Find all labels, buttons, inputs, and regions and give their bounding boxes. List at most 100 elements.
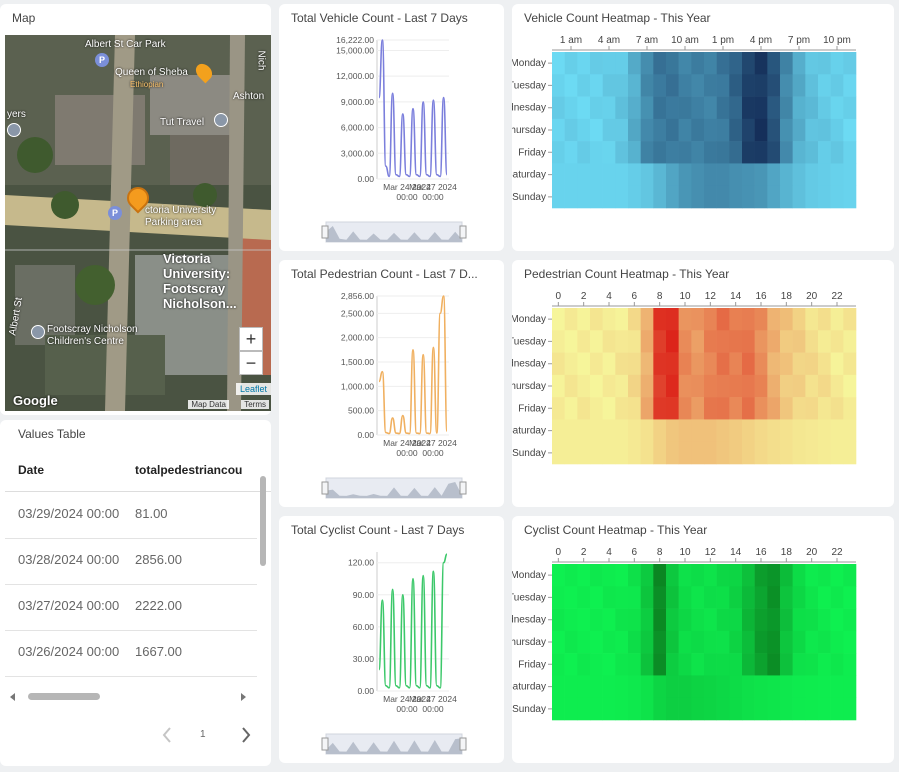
cyclist-heatmap-x-tick-label: 4: [606, 547, 612, 558]
vehicle-heatmap-cell: [818, 52, 831, 75]
vehicle-heatmap-cell: [780, 163, 793, 187]
table-row[interactable]: 03/26/2024 00:00 1667.00: [5, 630, 257, 677]
table-row[interactable]: 03/28/2024 00:00 2856.00: [5, 538, 257, 585]
cyclist-heatmap-cell: [716, 697, 730, 721]
vehicle-heatmap-cell: [577, 163, 591, 187]
pedestrian-heatmap-cell: [628, 330, 641, 353]
vehicle-heatmap-cell: [691, 141, 705, 164]
pedestrian-heatmap-cell: [577, 441, 591, 465]
pedestrian-heatmap-cell: [653, 374, 667, 398]
column-header-pedestrian[interactable]: totalpedestriancou: [135, 463, 243, 477]
map-label-university-2: University:: [163, 266, 231, 281]
vehicle-heatmap-cell: [615, 185, 629, 209]
vehicle-y-tick-label: 12,000.00: [336, 71, 374, 81]
vertical-scrollbar[interactable]: [258, 470, 268, 680]
map-data-attribution[interactable]: Map Data: [188, 400, 229, 409]
zoom-in-button[interactable]: +: [239, 327, 263, 351]
cyclist-line-chart[interactable]: 0.00 30.00 60.00 90.00 120.00 Mar 24 202400:0…: [279, 516, 504, 763]
cyclist-series-line: [378, 553, 448, 689]
cyclist-heatmap-x-tick-label: 2: [581, 547, 587, 558]
pedestrian-line-chart[interactable]: 0.00 500.00 1,000.00 1,500.00 2,000.00 2,500.…: [279, 260, 504, 507]
horizontal-scrollbar[interactable]: [10, 692, 246, 702]
vehicle-heatmap-title: Vehicle Count Heatmap - This Year: [524, 11, 711, 25]
vehicle-heatmap-cell: [818, 185, 831, 209]
cyclist-heatmap-cell: [805, 653, 819, 676]
cyclist-count-title: Total Cyclist Count - Last 7 Days: [291, 523, 465, 537]
pedestrian-heatmap-cell: [729, 397, 743, 420]
vehicle-x-tick-label: Mar 27 2024: [409, 182, 457, 192]
map-imagery[interactable]: [5, 35, 271, 411]
map-view[interactable]: Albert St Car Park P Queen of Sheba Ethi…: [5, 35, 271, 411]
vehicle-heatmap-cell: [666, 141, 679, 164]
cell-pedestrian-count: 81.00: [135, 506, 168, 521]
cyclist-heatmap-cell: [780, 675, 793, 699]
map-label-ashton: Ashton: [233, 91, 265, 102]
cyclist-heatmap-cell: [716, 653, 730, 676]
vehicle-heatmap[interactable]: Monday Tuesday Wednesday Thursday Friday Satu…: [512, 4, 894, 251]
pagination-next-button[interactable]: [238, 725, 254, 745]
pedestrian-navigator-handle-left[interactable]: [321, 481, 329, 495]
pagination-prev-button[interactable]: [159, 725, 175, 745]
vehicle-heatmap-cell: [729, 118, 743, 142]
vehicle-heatmap-cell: [653, 52, 667, 75]
cyclist-heatmap-cell: [780, 653, 793, 676]
vehicle-heatmap-cell: [640, 185, 654, 209]
pedestrian-heatmap-cell: [805, 330, 819, 353]
cyclist-y-tick-label: 120.00: [348, 558, 374, 568]
cyclist-navigator-handle-right[interactable]: [459, 737, 467, 751]
vehicle-navigator-handle-right[interactable]: [459, 225, 467, 239]
zoom-out-button[interactable]: −: [239, 351, 263, 375]
vehicle-heatmap-row-label: Sunday: [512, 192, 546, 203]
cyclist-heatmap-cell: [792, 653, 806, 676]
pedestrian-navigator-handle-right[interactable]: [459, 481, 467, 495]
vehicle-y-tick-label: 0.00: [357, 174, 374, 184]
scroll-left-icon[interactable]: [10, 693, 15, 701]
vehicle-heatmap-cell: [780, 185, 793, 209]
vehicle-heatmap-cell: [716, 141, 730, 164]
map-label-queen-of-sheba: Queen of Sheba: [115, 67, 188, 78]
vehicle-heatmap-cell: [830, 96, 844, 120]
table-row[interactable]: 03/29/2024 00:00 81.00: [5, 492, 257, 539]
scrollbar-thumb-horizontal[interactable]: [28, 693, 100, 700]
cyclist-heatmap-cell: [805, 564, 819, 587]
pedestrian-heatmap-cell: [564, 419, 578, 443]
vehicle-heatmap-x-tick-label: 10 am: [671, 35, 699, 46]
vehicle-heatmap-cell: [805, 141, 819, 164]
pedestrian-heatmap-cell: [628, 397, 641, 420]
scrollbar-thumb[interactable]: [260, 476, 266, 566]
vehicle-line-chart[interactable]: 0.00 3,000.00 6,000.00 9,000.00 12,000.00 15,…: [279, 4, 504, 251]
vehicle-heatmap-panel: Vehicle Count Heatmap - This Year Monday…: [512, 4, 894, 251]
pedestrian-heatmap-cell: [653, 419, 667, 443]
table-row[interactable]: 03/27/2024 00:00 2222.00: [5, 584, 257, 631]
leaflet-link[interactable]: Leaflet: [235, 383, 271, 395]
scroll-right-icon[interactable]: [241, 693, 246, 701]
pedestrian-heatmap[interactable]: Monday Tuesday Wednesday Thursday Friday Satu…: [512, 260, 894, 507]
pagination-page-number[interactable]: 1: [200, 729, 206, 740]
google-logo: Google: [13, 393, 58, 408]
pedestrian-heatmap-x-tick-label: 16: [755, 291, 767, 302]
column-header-date[interactable]: Date: [18, 463, 45, 477]
cyclist-heatmap-cell: [767, 586, 781, 609]
cyclist-heatmap-cell: [729, 586, 743, 609]
map-label-car-park: Albert St Car Park: [85, 39, 166, 50]
cyclist-heatmap-row-label: Friday: [518, 659, 546, 670]
vehicle-heatmap-cell: [628, 74, 641, 97]
cyclist-heatmap-cell: [830, 608, 844, 632]
vehicle-navigator-handle-left[interactable]: [321, 225, 329, 239]
cyclist-heatmap-cell: [602, 675, 616, 699]
vehicle-heatmap-cell: [830, 185, 844, 209]
vehicle-heatmap-cell: [590, 96, 603, 120]
pedestrian-heatmap-cell: [678, 441, 692, 465]
cyclist-heatmap-cell: [653, 564, 667, 587]
cyclist-navigator-handle-left[interactable]: [321, 737, 329, 751]
vehicle-heatmap-cell: [729, 74, 743, 97]
vehicle-heatmap-cell: [843, 141, 857, 164]
pedestrian-heatmap-x-tick-label: 18: [781, 291, 793, 302]
terms-link[interactable]: Terms: [241, 400, 269, 409]
pedestrian-heatmap-panel: Pedestrian Count Heatmap - This Year Mon…: [512, 260, 894, 507]
vehicle-heatmap-cell: [564, 96, 578, 120]
vehicle-heatmap-cell: [704, 52, 717, 75]
cyclist-heatmap[interactable]: Monday Tuesday Wednesday Thursday Friday Satu…: [512, 516, 894, 763]
pedestrian-heatmap-cell: [780, 352, 793, 376]
cyclist-heatmap-cell: [615, 564, 629, 587]
